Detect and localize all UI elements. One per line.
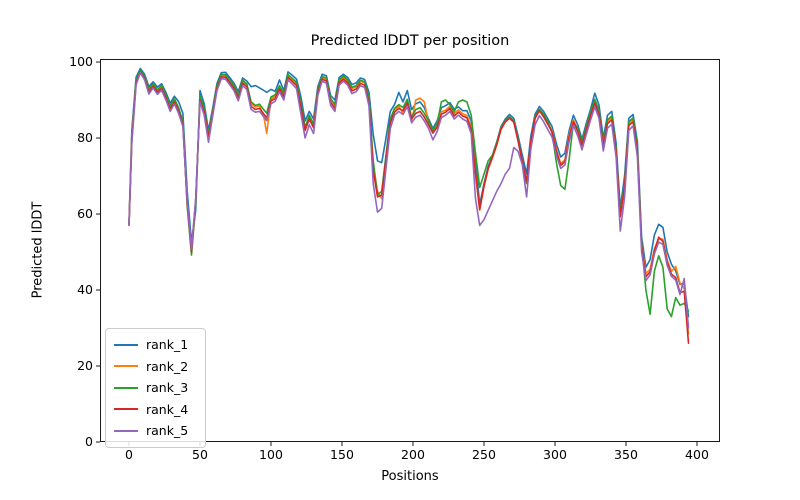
series-line-rank_1 [128, 67, 690, 318]
chart-title: Predicted lDDT per position [310, 33, 510, 49]
x-tick-label: 250 [472, 447, 496, 462]
legend-entry-rank_4: rank_4 [114, 399, 197, 421]
x-tick-label: 200 [401, 447, 425, 462]
x-tick-label: 50 [192, 447, 208, 462]
y-tick-label: 80 [77, 130, 93, 146]
x-tick-label: 0 [124, 447, 133, 462]
legend-line-sample [114, 386, 138, 389]
legend-entry-rank_5: rank_5 [114, 420, 197, 442]
y-tick-label: 0 [85, 434, 93, 449]
x-tick-label: 100 [259, 447, 283, 462]
series-line-rank_5 [128, 71, 690, 329]
x-tick-label: 300 [543, 447, 567, 462]
legend-entry-rank_2: rank_2 [114, 356, 197, 378]
legend-line-sample [114, 408, 138, 411]
legend-label: rank_5 [146, 423, 189, 439]
y-tick-label: 40 [77, 282, 93, 298]
series-line-rank_3 [128, 69, 690, 318]
legend-entry-rank_3: rank_3 [114, 377, 197, 399]
x-axis-label: Positions [381, 469, 439, 484]
legend-label: rank_4 [146, 401, 189, 417]
legend-label: rank_3 [146, 380, 189, 396]
x-tick-label: 350 [614, 447, 638, 462]
legend-label: rank_2 [146, 358, 189, 374]
legend-line-sample [114, 365, 138, 368]
legend-label: rank_1 [146, 337, 189, 353]
x-tick-label: 150 [330, 447, 354, 462]
y-tick-label: 100 [69, 54, 93, 70]
legend: rank_1 rank_2 rank_3 rank_4 rank_5 [105, 328, 206, 448]
y-tick-label: 20 [77, 358, 93, 373]
legend-line-sample [114, 343, 138, 346]
series-line-rank_4 [128, 71, 690, 345]
legend-entry-rank_1: rank_1 [114, 334, 197, 356]
y-tick-label: 60 [77, 206, 93, 222]
x-tick-label: 400 [685, 447, 709, 462]
legend-line-sample [114, 429, 138, 432]
